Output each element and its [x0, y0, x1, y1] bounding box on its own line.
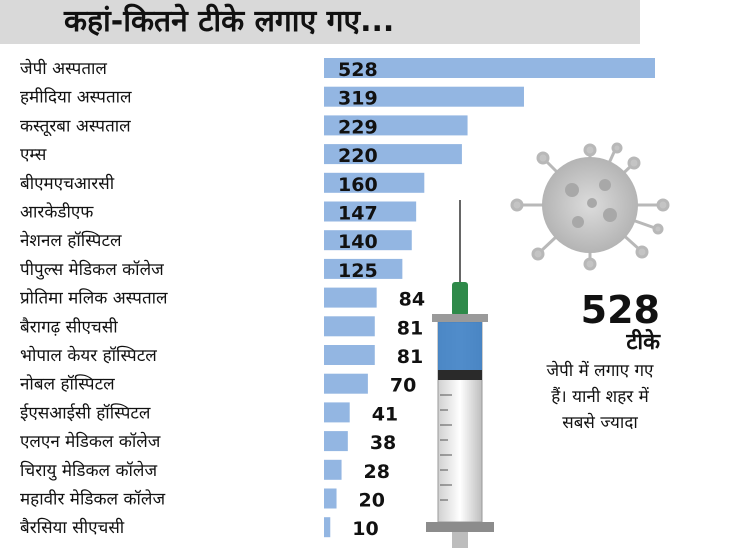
- category-label: नोबल हॉस्पिटल: [20, 374, 115, 395]
- category-label: बैरागढ़ सीएचसी: [20, 316, 118, 337]
- value-label: 38: [370, 432, 396, 454]
- value-label: 125: [338, 260, 378, 282]
- callout-number: 528: [580, 288, 660, 332]
- bar: [324, 287, 377, 308]
- category-label: कस्तूरबा अस्पताल: [20, 116, 131, 136]
- category-label: भोपाल केयर हॉस्पिटल: [20, 345, 157, 366]
- category-label: नेशनल हॉस्पिटल: [20, 230, 122, 251]
- category-label: एलएन मेडिकल कॉलेज: [20, 431, 161, 452]
- value-label: 70: [390, 375, 416, 397]
- value-label: 20: [359, 490, 385, 512]
- chart-title: कहां-कितने टीके लगाए गए...: [64, 4, 395, 39]
- category-label: प्रोतिमा मलिक अस्पताल: [20, 288, 168, 309]
- bar: [324, 58, 655, 78]
- value-label: 220: [338, 145, 378, 167]
- value-label: 81: [397, 317, 423, 339]
- category-label: बीएमएचआरसी: [20, 173, 115, 194]
- value-label: 140: [338, 231, 378, 253]
- value-label: 229: [338, 116, 378, 138]
- bar: [324, 316, 375, 337]
- bar: [324, 373, 368, 394]
- syringe-icon: [426, 200, 494, 548]
- bar: [324, 402, 350, 423]
- bar: [324, 431, 348, 452]
- callout-description: जेपी में लगाए गए हैं। यानी शहर में सबसे …: [546, 361, 654, 433]
- value-label: 319: [338, 88, 378, 110]
- bar: [324, 345, 375, 365]
- bar: [324, 172, 425, 193]
- category-label: हमीदिया अस्पताल: [20, 87, 132, 108]
- callout-unit: टीके: [626, 330, 660, 355]
- bar: [324, 115, 468, 136]
- category-label: ईएसआईसी हॉस्पिटल: [20, 402, 151, 423]
- virus-icon: [510, 142, 670, 271]
- category-label: पीपुल्स मेडिकल कॉलेज: [20, 259, 164, 280]
- category-label: महावीर मेडिकल कॉलेज: [20, 489, 165, 510]
- bar: [324, 201, 417, 222]
- category-label: बैरसिया सीएचसी: [20, 517, 125, 538]
- bar: [324, 230, 412, 251]
- value-label: 81: [397, 346, 423, 368]
- bar: [324, 459, 342, 480]
- value-label: 528: [338, 59, 378, 81]
- value-label: 84: [399, 289, 425, 311]
- category-label: एम्स: [20, 145, 47, 165]
- value-label: 160: [338, 174, 378, 196]
- callout: 528 टीके जेपी में लगाए गए हैं। यानी शहर …: [520, 290, 660, 436]
- title-bar: [0, 0, 640, 44]
- value-label: 147: [338, 203, 378, 225]
- bar: [324, 517, 331, 538]
- bar: [324, 258, 403, 279]
- value-label: 28: [364, 461, 390, 483]
- category-label: आरकेडीएफ: [20, 202, 94, 223]
- value-label: 10: [352, 518, 378, 540]
- bar: [324, 144, 462, 165]
- category-label: जेपी अस्पताल: [20, 58, 107, 79]
- bar: [324, 86, 524, 107]
- value-label: 41: [372, 403, 398, 425]
- category-label: चिरायु मेडिकल कॉलेज: [20, 460, 157, 481]
- bar: [324, 488, 337, 509]
